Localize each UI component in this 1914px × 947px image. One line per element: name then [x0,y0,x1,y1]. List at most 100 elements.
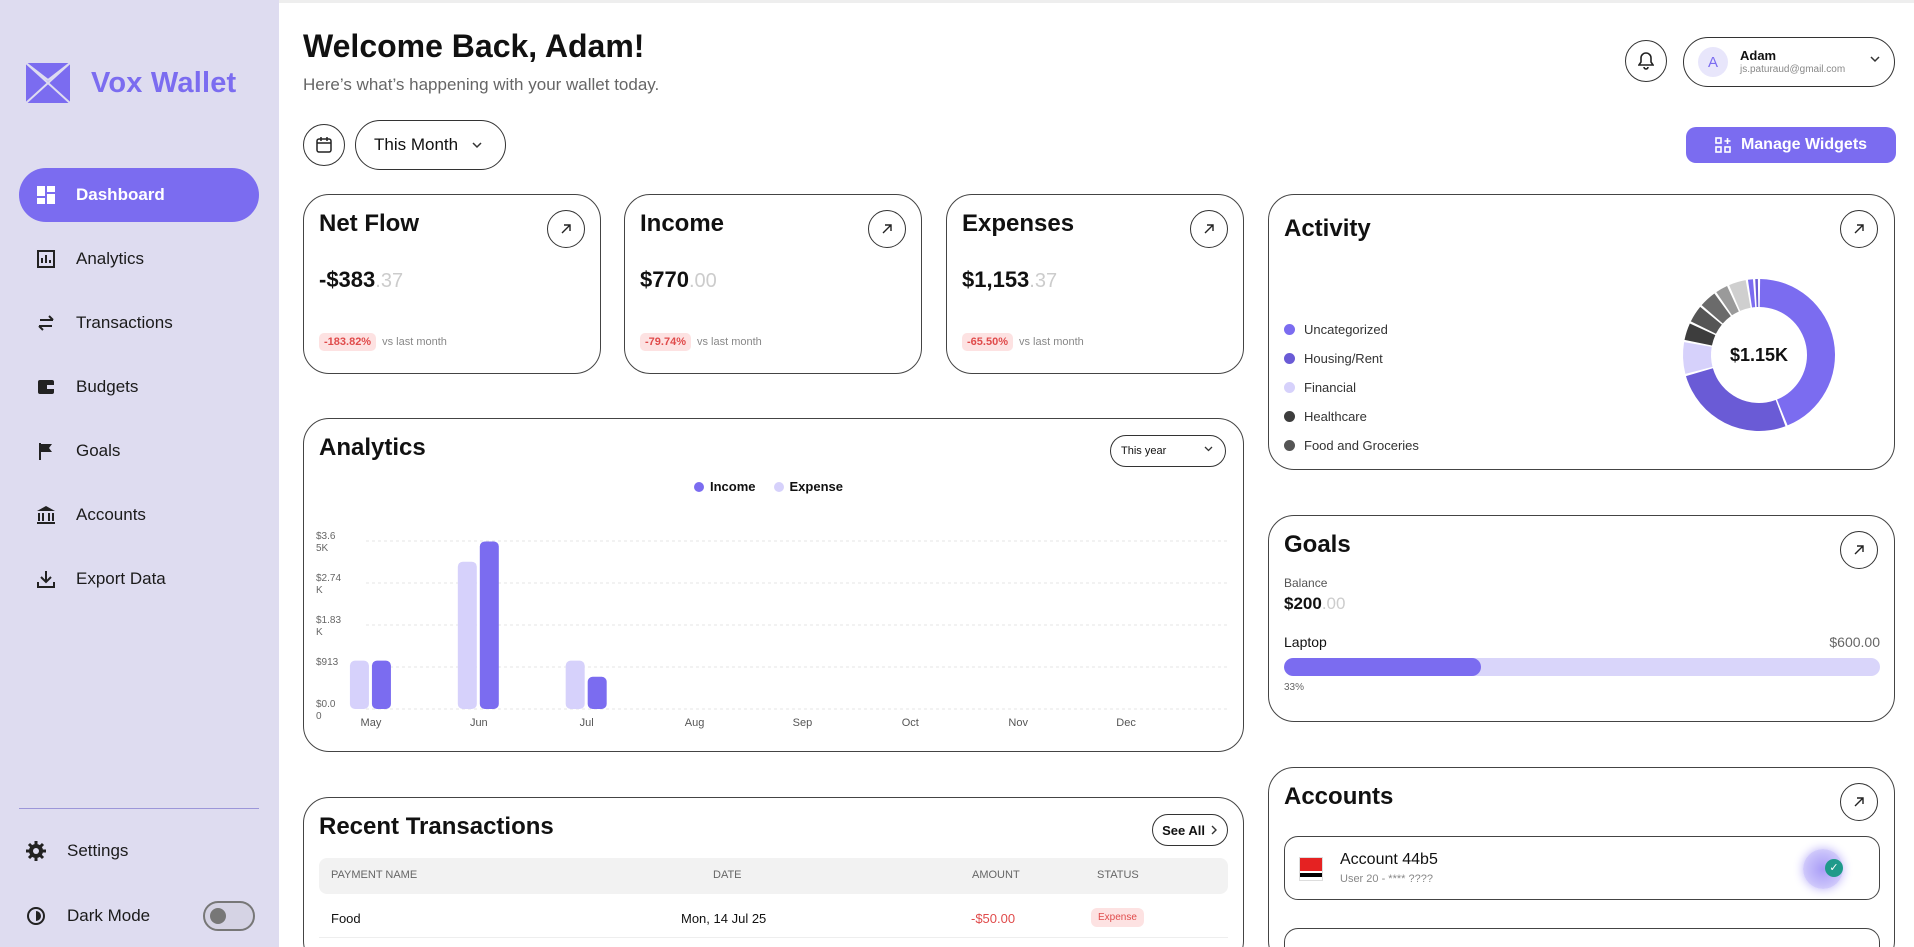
period-select[interactable]: This Month [355,120,506,170]
bar-expense[interactable] [565,660,585,709]
theme-gear-icon [27,907,45,925]
dashboard-icon [36,185,56,205]
status-badge: Expense [1091,908,1144,927]
legend-dot [1284,382,1295,393]
x-tick-label: Aug [685,717,705,729]
widgets-icon [1715,137,1731,153]
goal-balance: $200.00 [1284,594,1345,614]
legend-item[interactable]: Housing/Rent [1284,344,1419,373]
donut-slice[interactable] [1690,306,1722,334]
manage-widgets-button[interactable]: Manage Widgets [1686,127,1896,163]
donut-slice[interactable] [1747,279,1756,308]
activity-legend: Uncategorized Housing/Rent Financial Hea… [1284,315,1419,460]
legend-expense[interactable]: Expense [773,479,843,494]
arrow-up-right-icon [1854,797,1864,807]
bar-income[interactable] [371,660,391,709]
x-tick-label: Jun [470,717,488,729]
legend-item[interactable]: Financial [1284,373,1419,402]
open-income-button[interactable] [868,210,906,248]
chart-legend: Income Expense [694,479,861,494]
sidebar-item-label: Export Data [76,569,166,588]
sidebar-item-goals[interactable]: Goals [19,424,259,478]
legend-dot [773,481,784,492]
sidebar-item-label: Dashboard [76,185,165,204]
account-sub: User 20 - **** ???? [1340,873,1433,885]
bar-income[interactable] [479,541,499,709]
goals-card: Goals Balance $200.00 Laptop $600.00 33% [1268,515,1895,722]
stat-cents: .37 [375,270,404,292]
user-name: Adam [1740,48,1777,64]
goal-name: Laptop [1284,634,1327,650]
tx-name: Food [331,911,361,926]
dark-mode-toggle[interactable] [203,901,255,931]
col-date: DATE [713,869,742,881]
sidebar-item-dashboard[interactable]: Dashboard [19,168,259,222]
bell-icon [1638,52,1654,70]
bar-expense[interactable] [349,660,369,709]
sidebar-divider [19,808,259,809]
chevron-down-icon [1870,56,1880,63]
sidebar-item-budgets[interactable]: Budgets [19,360,259,414]
donut-slice[interactable] [1729,280,1751,311]
stat-value: -$383.37 [319,267,403,293]
stat-value: $770.00 [640,267,717,293]
balance-main: $200 [1284,594,1322,613]
account-select-toggle[interactable]: ✓ [1803,849,1843,889]
donut-slice[interactable] [1759,279,1835,426]
x-tick-label: Oct [902,717,919,729]
account-item[interactable]: Account 44b5 User 20 - **** ???? ✓ [1284,836,1880,900]
legend-label: Uncategorized [1304,322,1388,337]
donut-slice[interactable] [1701,293,1731,324]
sidebar-item-export-data[interactable]: Export Data [19,552,259,606]
open-goals-button[interactable] [1840,531,1878,569]
goal-progress-fill [1284,658,1481,676]
wallet-icon [36,377,56,397]
legend-item[interactable]: Food and Groceries [1284,431,1419,460]
sidebar-item-transactions[interactable]: Transactions [19,296,259,350]
open-accounts-button[interactable] [1840,783,1878,821]
donut-slice[interactable] [1683,342,1713,374]
legend-income[interactable]: Income [694,479,756,494]
check-icon: ✓ [1825,859,1843,877]
donut-slice[interactable] [1716,286,1739,316]
manage-widgets-label: Manage Widgets [1740,136,1868,153]
calendar-button[interactable] [303,124,345,166]
legend-dot [1284,353,1295,364]
donut-slice[interactable] [1685,368,1786,431]
chevron-down-icon [472,141,482,148]
bank-logo-icon [1299,857,1323,881]
y-tick-label: $0.0 0 [316,699,336,722]
settings-button[interactable]: Settings [25,840,128,862]
year-range-select[interactable]: This year [1110,435,1226,467]
legend-dot [1284,324,1295,335]
goal-percent: 33% [1284,682,1305,693]
bar-expense[interactable] [457,561,477,709]
open-activity-button[interactable] [1840,210,1878,248]
sidebar-item-label: Accounts [76,505,146,524]
x-tick-label: Sep [793,717,813,729]
see-all-button[interactable]: See All [1152,814,1228,846]
stat-delta: -65.50% vs last month [962,333,1084,351]
chevron-down-icon [1204,446,1213,452]
legend-item[interactable]: Uncategorized [1284,315,1419,344]
donut-slice[interactable] [1684,323,1716,346]
notifications-button[interactable] [1625,40,1667,82]
gear-icon [26,841,46,861]
open-expenses-button[interactable] [1190,210,1228,248]
app-logo[interactable]: Vox Wallet [25,62,236,104]
bar-income[interactable] [587,676,607,709]
balance-label: Balance [1284,576,1328,590]
open-net-flow-button[interactable] [547,210,585,248]
table-row[interactable]: Food Mon, 14 Jul 25 -$50.00 Expense [319,898,1228,938]
user-menu[interactable]: A Adam js.paturaud@gmail.com [1683,37,1895,87]
app-name: Vox Wallet [91,66,237,99]
x-tick-label: Nov [1008,717,1028,729]
page-title: Welcome Back, Adam! [303,28,645,64]
account-item[interactable] [1284,928,1880,947]
sidebar-item-analytics[interactable]: Analytics [19,232,259,286]
legend-item[interactable]: Healthcare [1284,402,1419,431]
dark-mode-row: Dark Mode [25,905,150,927]
sidebar-item-label: Budgets [76,377,139,396]
donut-slice[interactable] [1755,279,1759,308]
sidebar-item-accounts[interactable]: Accounts [19,488,259,542]
